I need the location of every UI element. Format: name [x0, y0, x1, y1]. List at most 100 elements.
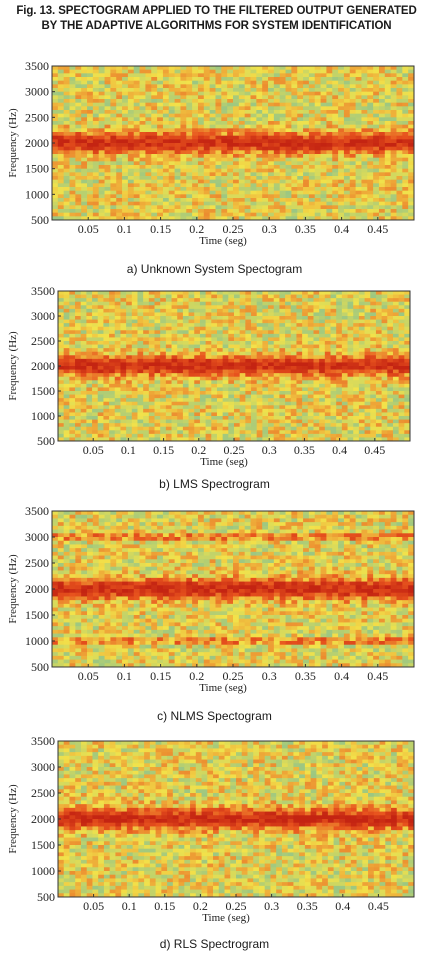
heatmap-cell — [177, 398, 184, 403]
heatmap-cell — [209, 143, 216, 148]
heatmap-cell — [165, 416, 172, 420]
heatmap-cell — [199, 301, 207, 306]
heatmap-cell — [92, 348, 99, 353]
heatmap-cell — [109, 380, 116, 385]
heatmap-cell — [103, 408, 110, 413]
heatmap-cell — [174, 150, 181, 155]
heatmap-cell — [86, 423, 93, 428]
heatmap-cell — [320, 117, 327, 122]
heatmap-cell — [250, 194, 257, 199]
heatmap-cell — [186, 161, 193, 166]
heatmap-cell — [234, 426, 241, 431]
heatmap-cell — [332, 77, 339, 82]
heatmap-cell — [154, 312, 161, 317]
heatmap-cell — [182, 416, 189, 420]
heatmap-cell — [137, 366, 144, 370]
heatmap-cell — [143, 305, 150, 310]
heatmap-cell — [239, 358, 246, 363]
heatmap-cell — [151, 168, 158, 173]
heatmap-cell — [197, 198, 205, 203]
heatmap-cell — [97, 323, 104, 328]
heatmap-cell — [116, 157, 123, 162]
heatmap-cell — [114, 294, 121, 299]
heatmap-cell — [402, 84, 409, 89]
heatmap-cell — [338, 88, 345, 93]
heatmap-cell — [211, 298, 218, 303]
heatmap-cell — [63, 294, 70, 299]
heatmap-cell — [98, 73, 105, 78]
heatmap-cell — [205, 298, 212, 303]
heatmap-cell — [296, 405, 303, 410]
heatmap-cell — [319, 298, 326, 303]
heatmap-cell — [378, 157, 386, 162]
heatmap-cell — [355, 102, 362, 107]
heatmap-cell — [302, 348, 309, 353]
heatmap-cell — [215, 150, 222, 155]
heatmap-cell — [303, 113, 310, 118]
heatmap-cell — [384, 194, 392, 199]
heatmap-cell — [186, 176, 193, 181]
heatmap-cell — [133, 69, 140, 74]
heatmap-cell — [63, 419, 70, 424]
heatmap-cell — [182, 308, 189, 313]
heatmap-cell — [332, 73, 339, 78]
heatmap-cell — [378, 80, 386, 85]
heatmap-cell — [114, 344, 121, 349]
heatmap-cell — [290, 366, 297, 370]
heatmap-cell — [268, 128, 275, 133]
heatmap-cell — [326, 102, 333, 107]
heatmap-cell — [341, 319, 348, 324]
heatmap-cell — [139, 165, 146, 170]
heatmap-cell — [336, 423, 343, 428]
heatmap-cell — [370, 333, 377, 338]
heatmap-cell — [319, 305, 326, 310]
heatmap-cell — [75, 212, 82, 217]
heatmap-cell — [341, 358, 348, 363]
heatmap-cell — [338, 168, 345, 173]
heatmap-cell — [285, 330, 292, 335]
heatmap-cell — [349, 113, 357, 118]
heatmap-cell — [268, 143, 275, 148]
heatmap-cell — [114, 401, 121, 406]
heatmap-cell — [63, 312, 70, 317]
heatmap-cell — [75, 351, 82, 356]
heatmap-cell — [63, 132, 70, 137]
heatmap-cell — [197, 179, 205, 184]
heatmap-cell — [194, 333, 201, 338]
heatmap-cell — [131, 294, 138, 299]
heatmap-cell — [244, 88, 251, 93]
heatmap-cell — [92, 394, 99, 399]
heatmap-cell — [63, 308, 70, 313]
heatmap-cell — [209, 117, 216, 122]
heatmap-cell — [205, 401, 212, 406]
heatmap-cell — [290, 426, 297, 431]
heatmap-cell — [343, 183, 351, 188]
heatmap-cell — [291, 183, 298, 188]
heatmap-cell — [211, 383, 218, 388]
heatmap-cell — [238, 128, 246, 133]
heatmap-cell — [343, 187, 351, 192]
heatmap-cell — [162, 91, 170, 96]
heatmap-cell — [370, 344, 377, 349]
heatmap-cell — [203, 157, 211, 162]
heatmap-cell — [314, 198, 321, 203]
heatmap-cell — [262, 135, 269, 140]
heatmap-cell — [160, 355, 167, 360]
heatmap-cell — [355, 132, 362, 137]
heatmap-cell — [154, 391, 161, 395]
heatmap-cell — [177, 373, 184, 378]
heatmap-cell — [244, 132, 251, 137]
heatmap-cell — [81, 172, 88, 177]
heatmap-cell — [307, 380, 314, 385]
heatmap-cell — [148, 398, 155, 403]
heatmap-cell — [162, 205, 170, 210]
heatmap-cell — [326, 187, 333, 192]
heatmap-cell — [92, 319, 99, 324]
heatmap-cell — [367, 165, 374, 170]
heatmap-cell — [104, 146, 111, 151]
heatmap-cell — [279, 117, 286, 122]
heatmap-cell — [373, 102, 380, 107]
heatmap-cell — [160, 433, 167, 438]
heatmap-cell — [63, 80, 70, 85]
heatmap-cell — [320, 66, 327, 71]
